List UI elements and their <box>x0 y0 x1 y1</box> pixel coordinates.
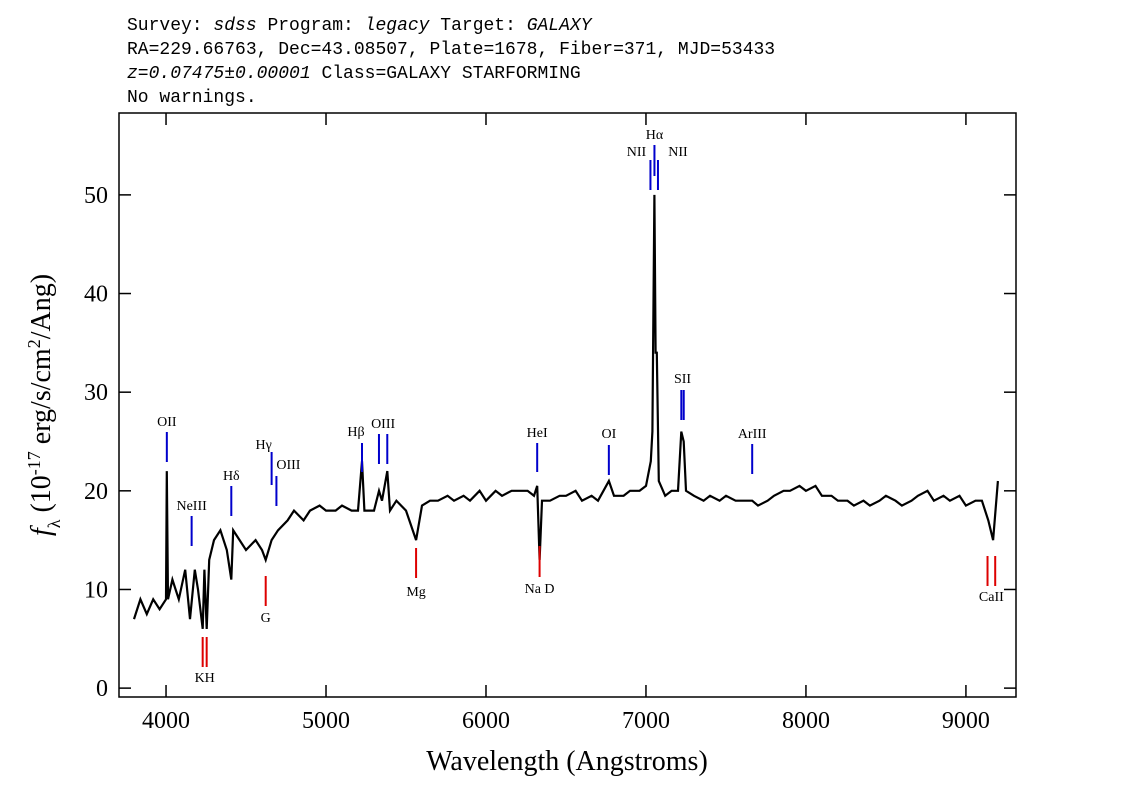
y-tick-label: 30 <box>84 380 108 406</box>
header-text: Target: <box>429 16 526 36</box>
y-label-part: (10 <box>26 475 57 519</box>
line-label: ArIII <box>738 427 767 442</box>
header-line: RA=229.66763, Dec=43.08507, Plate=1678, … <box>127 40 775 60</box>
header-line: No warnings. <box>127 88 257 108</box>
line-label: NII <box>627 145 647 160</box>
header-text: RA=229.66763, Dec=43.08507, Plate=1678, … <box>127 40 775 60</box>
line-label: Hα <box>646 128 664 143</box>
line-label: SII <box>674 372 691 387</box>
y-axis-label: fλ (10-17 erg/s/cm2/Ang) <box>24 274 64 536</box>
x-tick-label: 8000 <box>782 708 830 734</box>
y-tick-label: 40 <box>84 282 108 308</box>
y-tick-label: 0 <box>96 676 108 702</box>
y-label-part: /Ang) <box>26 274 57 339</box>
line-label: Na D <box>525 582 555 597</box>
line-label: OI <box>601 427 616 442</box>
header-text: Class=GALAXY STARFORMING <box>311 64 581 84</box>
line-label: G <box>261 611 271 626</box>
line-label: OIII <box>371 417 395 432</box>
y-tick-label: 10 <box>84 577 108 603</box>
x-tick-label: 4000 <box>142 708 190 734</box>
y-tick-label: 50 <box>84 183 108 209</box>
header-text: No warnings. <box>127 88 257 108</box>
header-line: z=0.07475±0.00001 Class=GALAXY STARFORMI… <box>127 64 581 84</box>
line-label: OII <box>157 415 177 430</box>
y-label-part: λ <box>44 519 64 528</box>
y-label-part: f <box>26 525 57 536</box>
x-tick-label: 7000 <box>622 708 670 734</box>
y-label-part: erg/s/cm <box>26 348 57 451</box>
line-label: Hβ <box>347 425 364 440</box>
line-label: K <box>195 671 205 686</box>
line-label: Hγ <box>255 438 271 453</box>
line-label: Hδ <box>223 469 240 484</box>
spectrum-line <box>132 194 999 630</box>
y-label-part: -17 <box>24 451 44 475</box>
header-text: GALAXY <box>527 16 593 36</box>
x-tick-label: 5000 <box>302 708 350 734</box>
y-tick-label: 20 <box>84 479 108 505</box>
y-label-part: 2 <box>24 339 44 348</box>
header-line: Survey: sdss Program: legacy Target: GAL… <box>127 16 593 36</box>
x-tick-label: 9000 <box>942 708 990 734</box>
x-axis-label: Wavelength (Angstroms) <box>426 746 708 777</box>
header-text: Survey: <box>127 16 213 36</box>
line-label: HeI <box>527 426 548 441</box>
line-label: OIII <box>276 458 300 473</box>
plot-frame <box>118 112 1017 698</box>
line-label: Mg <box>406 585 425 600</box>
header-text: legacy <box>365 16 431 36</box>
line-label: NII <box>668 145 688 160</box>
x-tick-label: 6000 <box>462 708 510 734</box>
header-text: z=0.07475±0.00001 <box>127 64 311 84</box>
header-text: Program: <box>257 16 365 36</box>
line-label: CaII <box>979 590 1004 605</box>
header-text: sdss <box>213 16 256 36</box>
line-label: H <box>205 671 215 686</box>
line-label: NeIII <box>176 499 207 514</box>
